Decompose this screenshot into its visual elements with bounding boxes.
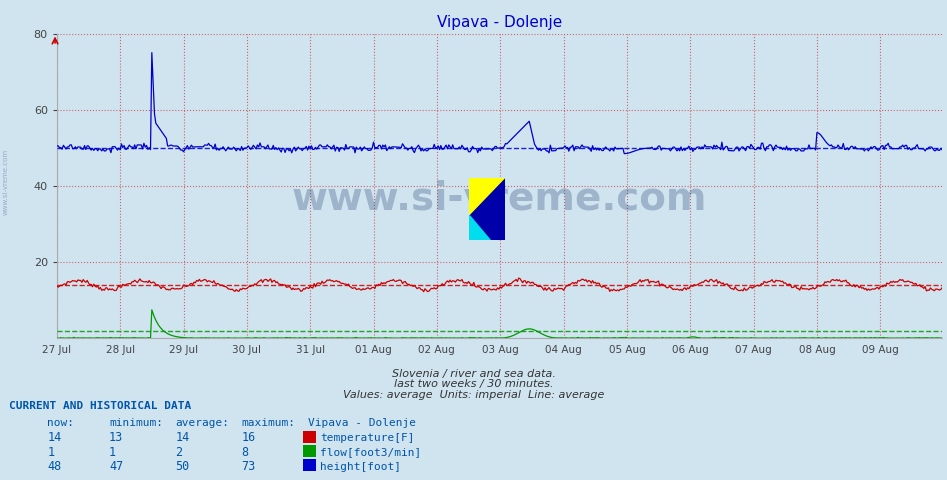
Text: 29 Jul: 29 Jul <box>169 345 198 355</box>
Text: 14: 14 <box>47 431 62 444</box>
Text: 50: 50 <box>175 460 189 473</box>
Text: Vipava - Dolenje: Vipava - Dolenje <box>308 418 416 428</box>
Text: 48: 48 <box>47 460 62 473</box>
Polygon shape <box>469 215 491 240</box>
Text: average:: average: <box>175 418 229 428</box>
Text: 08 Aug: 08 Aug <box>798 345 835 355</box>
Text: 8: 8 <box>241 445 249 458</box>
Text: 02 Aug: 02 Aug <box>419 345 456 355</box>
Text: 2: 2 <box>175 445 183 458</box>
Text: temperature[F]: temperature[F] <box>320 433 415 443</box>
Text: 04 Aug: 04 Aug <box>545 345 581 355</box>
Text: 09 Aug: 09 Aug <box>862 345 899 355</box>
Text: 31 Jul: 31 Jul <box>295 345 325 355</box>
Text: 06 Aug: 06 Aug <box>671 345 708 355</box>
Text: Values: average  Units: imperial  Line: average: Values: average Units: imperial Line: av… <box>343 390 604 400</box>
Text: 16: 16 <box>241 431 256 444</box>
Text: 14: 14 <box>175 431 189 444</box>
Text: 01 Aug: 01 Aug <box>355 345 392 355</box>
Text: www.si-vreme.com: www.si-vreme.com <box>292 179 707 217</box>
Title: Vipava - Dolenje: Vipava - Dolenje <box>437 15 563 30</box>
Text: 05 Aug: 05 Aug <box>609 345 645 355</box>
Text: height[foot]: height[foot] <box>320 462 402 472</box>
Text: maximum:: maximum: <box>241 418 295 428</box>
Text: 03 Aug: 03 Aug <box>482 345 519 355</box>
Polygon shape <box>469 178 505 215</box>
Text: Slovenia / river and sea data.: Slovenia / river and sea data. <box>391 369 556 379</box>
Text: 1: 1 <box>109 445 116 458</box>
Text: 1: 1 <box>47 445 55 458</box>
Text: www.si-vreme.com: www.si-vreme.com <box>3 149 9 216</box>
Text: 27 Jul: 27 Jul <box>43 345 71 355</box>
Text: minimum:: minimum: <box>109 418 163 428</box>
Text: now:: now: <box>47 418 75 428</box>
Text: 73: 73 <box>241 460 256 473</box>
Text: flow[foot3/min]: flow[foot3/min] <box>320 447 421 457</box>
Text: CURRENT AND HISTORICAL DATA: CURRENT AND HISTORICAL DATA <box>9 401 191 411</box>
Text: last two weeks / 30 minutes.: last two weeks / 30 minutes. <box>394 379 553 389</box>
Text: 47: 47 <box>109 460 123 473</box>
Text: 30 Jul: 30 Jul <box>232 345 261 355</box>
Text: 13: 13 <box>109 431 123 444</box>
Text: 07 Aug: 07 Aug <box>735 345 772 355</box>
Text: 28 Jul: 28 Jul <box>106 345 134 355</box>
